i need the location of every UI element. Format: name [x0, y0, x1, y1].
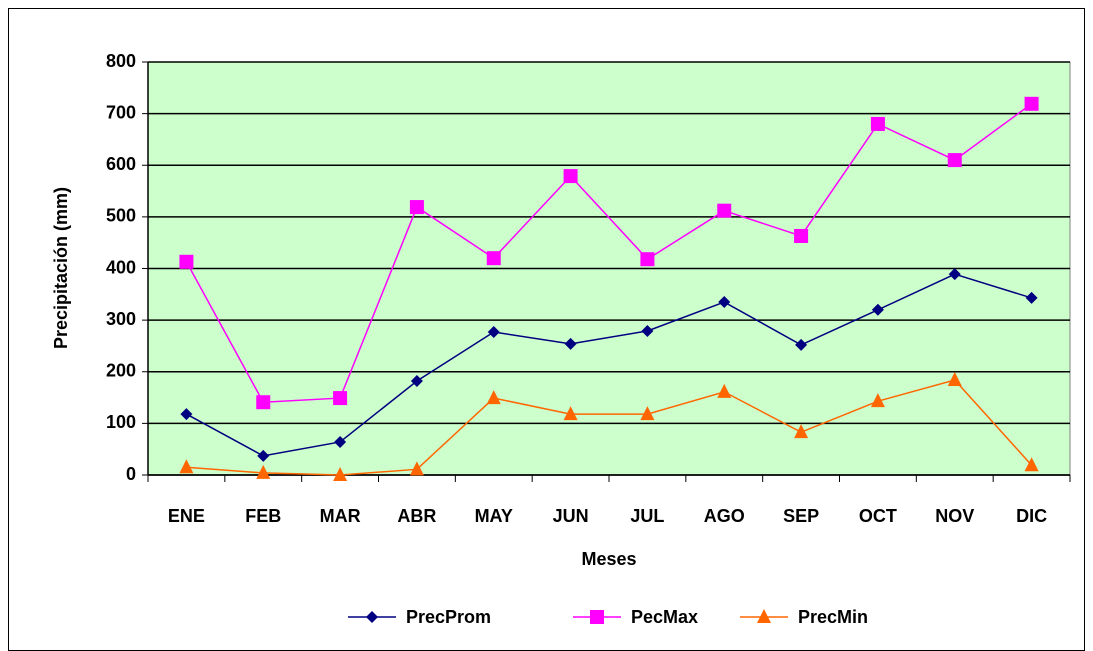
series-line [185, 103, 1033, 403]
legend-label: PrecProm [406, 607, 491, 627]
y-tick-label: 700 [106, 102, 136, 122]
marker [257, 449, 270, 462]
marker [333, 467, 348, 481]
legend-label: PecMax [631, 607, 698, 627]
marker [1024, 457, 1039, 472]
x-tick-label: NOV [935, 506, 974, 526]
legend-label: PrecMin [798, 607, 868, 627]
x-tick-label: DIC [1016, 506, 1047, 526]
marker [486, 390, 501, 405]
marker [641, 324, 654, 337]
marker [409, 200, 424, 215]
x-tick-label: AGO [704, 506, 745, 526]
legend-marker [590, 610, 604, 624]
y-tick-label: 500 [106, 206, 136, 226]
marker [179, 459, 194, 474]
marker [640, 406, 655, 421]
legend-marker [757, 609, 771, 623]
x-tick-label: FEB [245, 506, 281, 526]
y-tick-label: 200 [106, 361, 136, 381]
y-tick-label: 400 [106, 257, 136, 277]
marker [718, 296, 731, 309]
x-tick-label: JUN [553, 506, 589, 526]
marker [180, 408, 193, 421]
marker [717, 203, 732, 218]
marker [179, 254, 194, 269]
marker [409, 461, 424, 476]
y-tick-label: 100 [106, 412, 136, 432]
series-line [186, 273, 1032, 457]
x-tick-label: SEP [783, 506, 819, 526]
marker [1024, 96, 1039, 111]
x-axis-title: Meses [581, 549, 636, 569]
legend-marker [366, 611, 378, 623]
marker [640, 252, 655, 267]
marker [563, 406, 578, 421]
y-tick-label: 800 [106, 51, 136, 71]
marker [795, 338, 808, 351]
x-tick-label: MAY [475, 506, 513, 526]
marker [1025, 291, 1038, 304]
x-tick-label: ABR [397, 506, 436, 526]
x-tick-label: JUL [630, 506, 664, 526]
marker [564, 337, 577, 350]
marker [486, 251, 501, 266]
marker [256, 395, 271, 410]
y-tick-label: 0 [126, 464, 136, 484]
marker [333, 391, 348, 406]
x-tick-label: OCT [859, 506, 897, 526]
marker [256, 464, 271, 479]
marker [870, 116, 885, 131]
marker [947, 153, 962, 168]
y-axis-title: Precipitación (mm) [51, 187, 71, 349]
marker [563, 169, 578, 184]
series-line [186, 379, 1033, 476]
marker [487, 325, 500, 338]
marker [871, 303, 884, 316]
y-tick-label: 600 [106, 154, 136, 174]
marker [948, 268, 961, 281]
marker [410, 375, 423, 388]
marker [717, 383, 732, 398]
x-tick-label: ENE [168, 506, 205, 526]
marker [947, 372, 962, 387]
x-tick-label: MAR [320, 506, 361, 526]
y-tick-label: 300 [106, 309, 136, 329]
marker [870, 393, 885, 408]
marker [794, 228, 809, 243]
marker [794, 424, 809, 439]
marker [334, 435, 347, 448]
